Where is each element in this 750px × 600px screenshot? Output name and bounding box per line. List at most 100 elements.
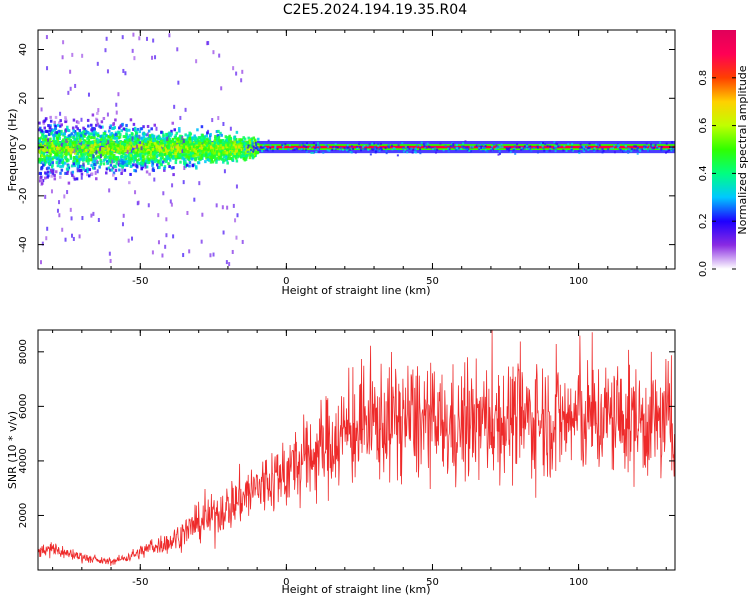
spectral-cell (109, 160, 113, 164)
spectral-cell (200, 138, 204, 142)
spectral-cell (147, 149, 150, 153)
spectral-cell (167, 162, 170, 166)
spectral-cell (111, 134, 114, 138)
spectral-cell (78, 134, 81, 138)
spectral-cell (387, 145, 390, 148)
spectral-cell (282, 147, 285, 150)
spectral-cell (66, 125, 69, 129)
y-tick-label: 0 (18, 144, 29, 150)
spectral-cell (209, 156, 213, 160)
spectral-cell (200, 154, 204, 158)
spectral-cell (213, 139, 217, 143)
spectral-cell (118, 131, 121, 135)
spectral-cell (79, 134, 83, 138)
spectral-cell (42, 136, 46, 140)
spectral-cell (69, 156, 73, 160)
spectral-cell (67, 134, 70, 138)
spectral-cell (38, 157, 42, 161)
spectral-cell (331, 146, 334, 149)
spectral-outlier (94, 170, 97, 175)
spectral-cell (255, 151, 258, 155)
spectral-cell (79, 152, 83, 156)
spectral-cell (132, 154, 136, 158)
spectral-cell (301, 142, 304, 145)
spectral-cell (39, 176, 42, 180)
spectral-cell (105, 145, 109, 149)
spectral-cell (196, 145, 199, 149)
spectral-cell (237, 140, 240, 144)
spectral-cell (114, 168, 118, 172)
spectral-cell (40, 165, 44, 169)
spectral-cell (112, 149, 116, 153)
spectral-cell (197, 157, 201, 161)
spectral-cell (187, 155, 191, 159)
spectral-cell (43, 126, 46, 130)
spectral-cell (137, 158, 141, 162)
spectral-cell (60, 129, 63, 133)
spectral-cell (186, 140, 190, 144)
spectral-cell (212, 144, 215, 148)
spectral-cell (51, 163, 54, 167)
spectral-cell (671, 141, 674, 144)
spectral-cell (341, 149, 344, 152)
spectral-outlier (232, 203, 235, 208)
spectral-cell (80, 169, 83, 173)
spectral-cell (303, 145, 306, 148)
spectral-cell (287, 148, 290, 151)
spectral-cell (216, 137, 219, 141)
spectral-outlier (162, 191, 165, 196)
spectral-cell (185, 145, 188, 149)
spectral-outlier (81, 216, 84, 221)
spectral-cell (197, 161, 201, 165)
spectral-cell (523, 147, 526, 150)
spectral-cell (645, 144, 648, 147)
spectral-cell (486, 150, 489, 153)
spectral-cell (149, 136, 153, 140)
spectral-cell (150, 127, 153, 131)
spectral-cell (82, 155, 86, 159)
spectral-cell (139, 149, 143, 153)
spectral-cell (447, 147, 450, 150)
spectral-outlier (161, 253, 164, 258)
spectral-cell (178, 136, 182, 140)
spectral-cell (38, 137, 41, 141)
spectral-cell (276, 147, 279, 150)
spectral-cell (136, 154, 140, 158)
spectrogram-xlabel: Height of straight line (km) (281, 284, 430, 297)
spectral-cell (152, 134, 156, 138)
spectral-cell (175, 138, 178, 142)
spectral-cell (59, 119, 62, 123)
spectral-cell (248, 139, 251, 143)
spectral-cell (670, 146, 673, 149)
spectral-cell (234, 149, 238, 153)
spectral-cell (164, 137, 167, 141)
spectral-cell (40, 161, 43, 165)
spectral-cell (148, 140, 152, 144)
spectral-cell (234, 137, 238, 141)
spectral-cell (60, 153, 63, 157)
spectral-cell (186, 136, 190, 140)
spectral-cell (673, 148, 675, 151)
spectral-cell (116, 156, 120, 160)
spectral-outlier (71, 233, 74, 238)
spectral-cell (74, 159, 77, 163)
spectral-cell (82, 144, 85, 148)
spectral-cell (135, 165, 139, 169)
spectral-cell (200, 136, 203, 140)
spectral-cell (99, 138, 103, 142)
spectral-cell (132, 150, 135, 154)
spectral-cell (455, 149, 458, 152)
spectral-cell (554, 150, 557, 153)
spectral-cell (71, 170, 75, 174)
spectral-cell (497, 145, 500, 148)
y-tick-label: 4000 (18, 448, 29, 473)
colorbar-tick-label: 0.2 (698, 213, 709, 229)
spectral-outlier (87, 92, 90, 97)
spectral-cell (58, 144, 61, 148)
spectral-cell (246, 150, 249, 153)
spectral-cell (43, 158, 47, 162)
spectral-cell (140, 161, 143, 165)
spectral-cell (63, 132, 67, 136)
spectral-cell (75, 136, 79, 140)
spectral-cell (397, 149, 400, 152)
